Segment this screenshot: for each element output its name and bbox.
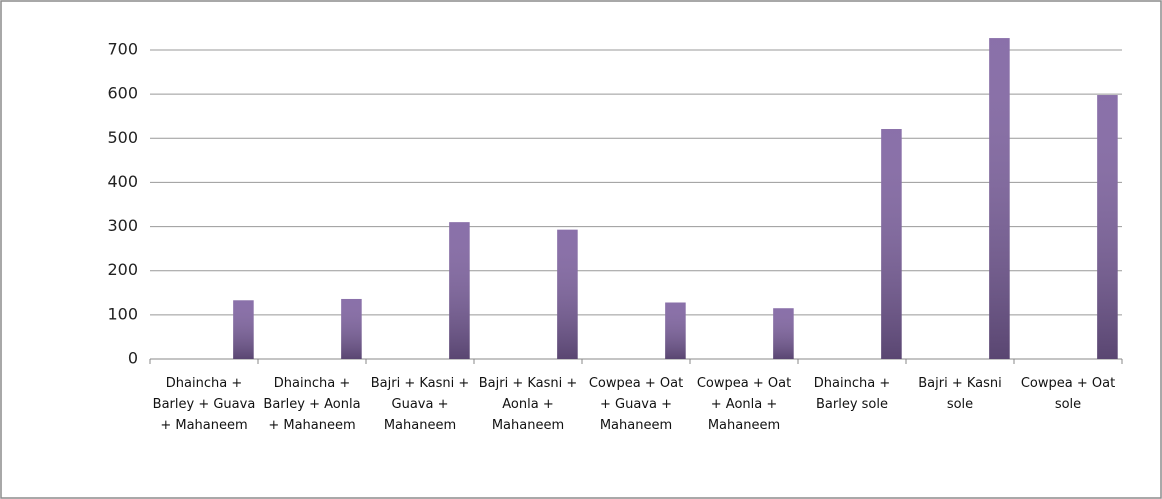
bar-shade: [989, 38, 1010, 360]
x-tick-label: Bajri + Kasni sole: [918, 376, 1002, 412]
x-tick-label: Dhaincha + Barley + Guava + Mahaneem: [152, 376, 256, 433]
y-tick-label: 700: [107, 40, 138, 59]
y-tick-label: 200: [107, 260, 138, 279]
bar-shade: [233, 300, 254, 359]
bar-shade: [881, 129, 902, 359]
y-tick-label: 300: [107, 216, 138, 235]
x-tick-label: Bajri + Kasni + Aonla + Mahaneem: [478, 376, 578, 433]
y-tick-label: 600: [107, 84, 138, 103]
x-tick-label: Dhaincha + Barley sole: [813, 376, 891, 412]
x-tick-label: Bajri + Kasni + Guava + Mahaneem: [370, 376, 470, 433]
bar-shade: [1097, 95, 1118, 360]
y-tick-label: 100: [107, 304, 138, 323]
bar-shade: [557, 229, 578, 359]
bar-shade: [665, 302, 686, 359]
x-tick-label: Cowpea + Oat sole: [1020, 376, 1116, 412]
x-tick-label: Cowpea + Oat + Guava + Mahaneem: [588, 376, 684, 433]
bar-shade: [773, 308, 794, 359]
bar-shade: [341, 298, 362, 359]
y-tick-label: 400: [107, 172, 138, 191]
x-tick-label: Dhaincha + Barley + Aonla + Mahaneem: [263, 376, 361, 433]
bar-shade: [449, 222, 470, 359]
y-tick-label: 0: [128, 349, 138, 368]
y-tick-label: 500: [107, 128, 138, 147]
x-tick-label: Cowpea + Oat + Aonla + Mahaneem: [696, 376, 792, 433]
